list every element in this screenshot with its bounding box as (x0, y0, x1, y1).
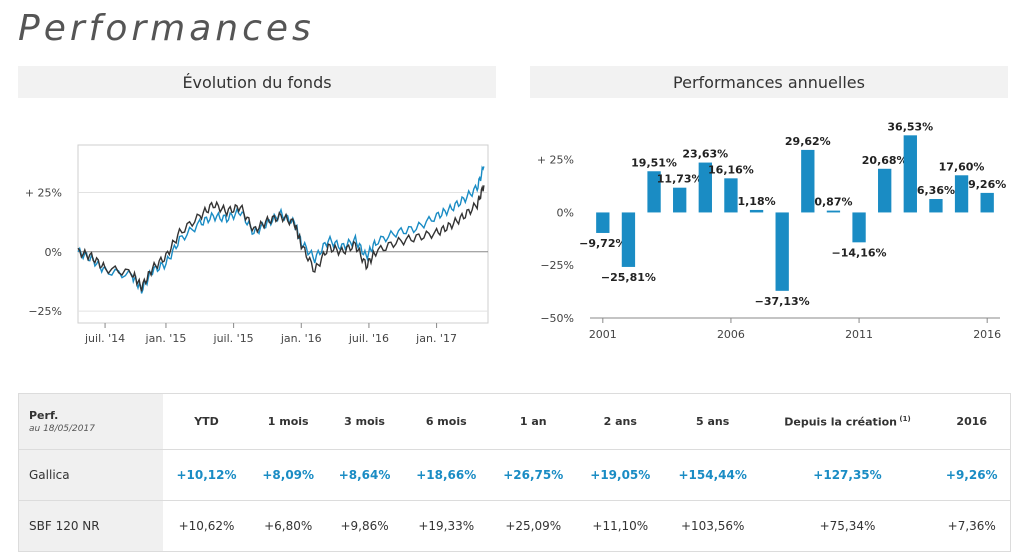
x-tick-label: juil. '15 (213, 332, 254, 345)
table-row: Gallica +10,12% +8,09% +8,64% +18,66% +26,75%… (18, 449, 1011, 501)
bar-2014 (929, 199, 943, 213)
data-label: 20,68% (862, 154, 908, 167)
x-tick-label: jan. '17 (415, 332, 457, 345)
x-tick-label: 2001 (589, 328, 617, 341)
column-header: 1 mois (267, 415, 309, 428)
evolution-chart-title: Évolution du fonds (18, 66, 496, 98)
bar-2001 (596, 212, 610, 233)
table-cell: +9,26% (933, 449, 1011, 501)
column-header: 5 ans (696, 415, 730, 428)
index-line (77, 184, 485, 292)
x-tick-label: 2006 (717, 328, 745, 341)
column-header: 1 an (519, 415, 547, 428)
bar-2004 (673, 187, 687, 213)
table-cell: +154,44% (663, 449, 762, 501)
data-label: 36,53% (887, 120, 933, 133)
bar-2015 (954, 175, 969, 213)
x-tick-label: juil. '14 (84, 332, 125, 345)
perf-date: au 18/05/2017 (29, 424, 95, 434)
row-name: SBF 120 NR (18, 500, 163, 552)
table-cell: +8,09% (250, 449, 327, 501)
table-cell: +10,62% (163, 500, 251, 552)
y-tick-label: 0% (557, 206, 574, 219)
bar-2002 (621, 212, 636, 267)
data-label: 6,36% (917, 184, 955, 197)
table-cell: +26,75% (489, 449, 577, 501)
data-label: 16,16% (708, 163, 754, 176)
data-label: 1,18% (737, 195, 775, 208)
data-label: 9,26% (968, 178, 1006, 191)
annual-bar-chart: + 25% 0% −25% −50% 2001 2006 2011 2016 −9,72% −25… (537, 120, 1006, 341)
table-cell: +7,36% (933, 500, 1011, 552)
x-tick-label: jan. '15 (145, 332, 187, 345)
column-header: YTD (194, 415, 219, 428)
column-header: 2016 (956, 415, 988, 428)
perf-header: Perf. au 18/05/2017 (18, 393, 163, 450)
y-tick-label: + 25% (25, 186, 62, 199)
data-label: 0,87% (814, 196, 852, 209)
table-cell: +19,33% (402, 500, 490, 552)
data-label: −37,13% (755, 295, 810, 308)
annual-chart-title: Performances annuelles (530, 66, 1008, 98)
bar-2007 (749, 209, 764, 213)
data-label: 17,60% (939, 160, 985, 173)
bar-2016 (980, 192, 994, 213)
bar-2011 (852, 212, 866, 243)
data-label: −25,81% (601, 271, 656, 284)
x-tick-label: 2016 (973, 328, 1001, 341)
evolution-line-chart: + 25% 0% −25% juil. '14 jan. '15 juil. '15 jan… (25, 144, 489, 345)
data-label: 23,63% (682, 148, 728, 161)
column-header: 6 mois (425, 415, 467, 428)
bar-2009 (801, 149, 815, 213)
footnote-marker: (1) (896, 414, 911, 423)
data-label: −9,72% (579, 237, 626, 250)
y-tick-label: + 25% (537, 154, 574, 167)
x-tick-label: juil. '16 (348, 332, 389, 345)
bar-2003 (647, 171, 661, 213)
column-header: Depuis la création (1) (784, 414, 911, 429)
bar-2010 (826, 210, 841, 213)
y-tick-label: −25% (28, 305, 62, 318)
table-cell: +19,05% (576, 449, 664, 501)
y-tick-label: 0% (45, 246, 62, 259)
y-tick-label: −25% (540, 259, 574, 272)
column-header: 2 ans (603, 415, 637, 428)
y-tick-label: −50% (540, 312, 574, 325)
table-cell: +10,12% (163, 449, 251, 501)
data-label: −14,16% (832, 246, 887, 259)
fund-line (77, 165, 485, 294)
data-label: 29,62% (785, 135, 831, 148)
plot-frame (77, 144, 489, 324)
table-row: SBF 120 NR +10,62% +6,80% +9,86% +19,33% +25,… (18, 500, 1011, 552)
performance-table: Perf. au 18/05/2017 YTD 1 mois 3 mois 6 moi… (18, 393, 1011, 552)
table-cell: +18,66% (402, 449, 490, 501)
row-name: Gallica (18, 449, 163, 501)
table-cell: +75,34% (761, 500, 934, 552)
table-cell: +11,10% (576, 500, 664, 552)
data-label: 19,51% (631, 156, 677, 169)
data-label: 11,73% (657, 173, 703, 186)
table-cell: +9,86% (326, 500, 403, 552)
table-cell: +8,64% (326, 449, 403, 501)
bar-2008 (775, 212, 789, 291)
bar-2006 (724, 178, 738, 213)
table-cell: +103,56% (663, 500, 762, 552)
table-cell: +6,80% (250, 500, 327, 552)
column-header: 3 mois (344, 415, 385, 428)
bar-2005 (698, 162, 712, 213)
page-title: Performances (18, 8, 315, 49)
x-tick-label: 2011 (845, 328, 873, 341)
table-cell: +25,09% (489, 500, 577, 552)
table-cell: +127,35% (761, 449, 934, 501)
x-tick-label: jan. '16 (280, 332, 322, 345)
bar-2012 (878, 168, 892, 213)
bar-2013 (903, 135, 917, 213)
